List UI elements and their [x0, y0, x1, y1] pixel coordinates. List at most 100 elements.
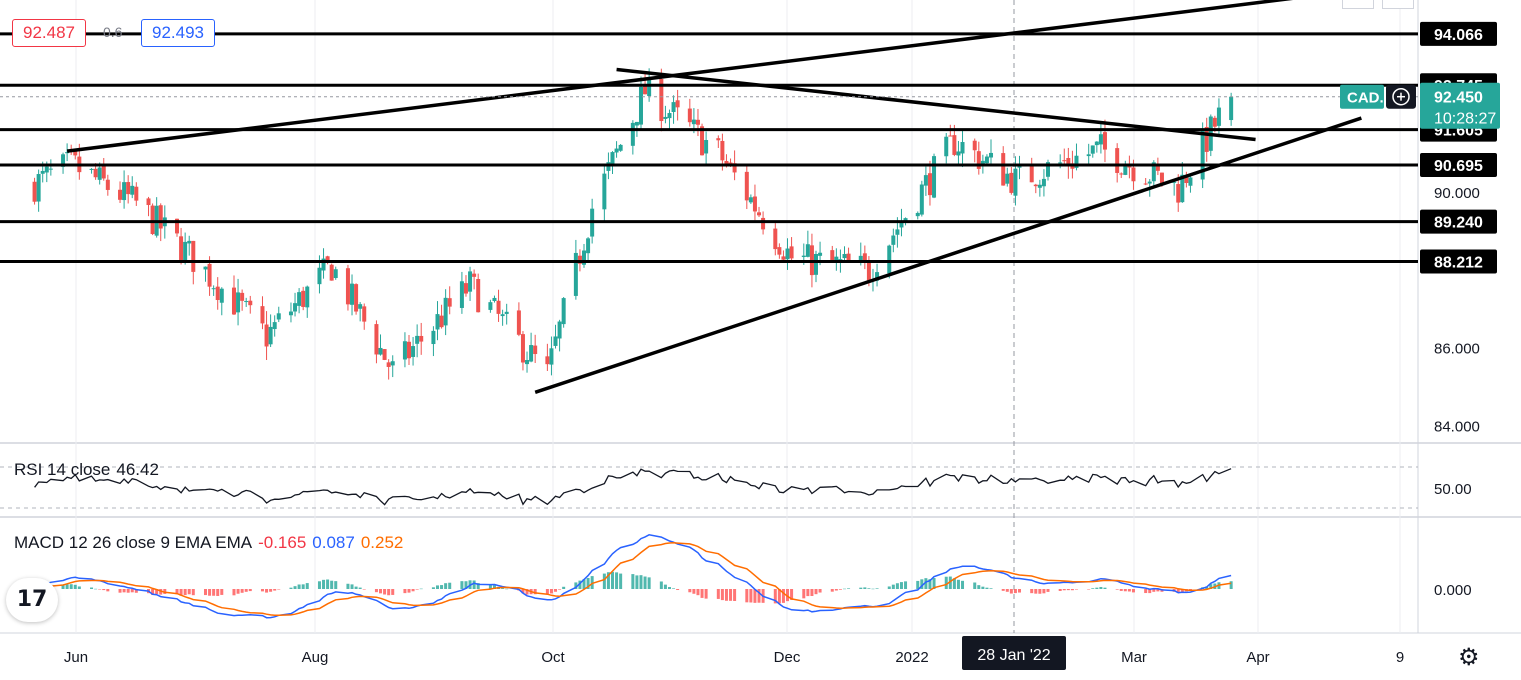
macd-hist-bar: [781, 589, 785, 603]
macd-hist-bar: [867, 588, 871, 589]
macd-hist-bar: [619, 573, 623, 589]
macd-hist-bar: [745, 589, 749, 603]
macd-hist-bar: [729, 589, 733, 601]
candle-body: [1127, 166, 1132, 168]
candle-body: [1066, 158, 1071, 167]
macd-hist-bar: [977, 585, 981, 589]
candle-body: [61, 154, 66, 167]
candle-body: [899, 222, 904, 228]
candle-body: [744, 171, 749, 201]
candle-body: [659, 78, 664, 122]
macd-hist-bar: [574, 582, 578, 589]
macd-hist-bar: [590, 576, 594, 589]
macd-hist-bar: [904, 581, 908, 589]
macd-hist-bar: [505, 588, 509, 590]
candle-body: [785, 248, 790, 260]
candle-body: [618, 144, 623, 151]
candle-body: [533, 345, 538, 355]
candle-body: [1188, 177, 1193, 186]
macd-hist-bar: [981, 586, 985, 589]
macd-hist-bar: [1001, 589, 1005, 591]
candle-body: [838, 259, 843, 261]
candle-body: [105, 179, 110, 190]
macd-hist-bar: [700, 589, 704, 598]
candle-body: [614, 148, 619, 153]
candle-body: [529, 345, 534, 362]
x-tick-label: Jun: [64, 649, 88, 666]
macd-hist-bar: [586, 577, 590, 589]
candle-body: [573, 252, 578, 296]
macd-hist-bar: [899, 582, 903, 589]
macd-hist-bar: [554, 589, 558, 592]
candle-body: [606, 162, 611, 171]
candle-body: [496, 300, 501, 314]
macd-value: -0.165: [258, 533, 307, 552]
candle-body: [630, 122, 635, 146]
macd-hist-bar: [696, 589, 700, 596]
level-label-box: [1420, 152, 1497, 177]
candle-body: [415, 335, 420, 344]
countdown-label: 10:28:27: [1434, 111, 1496, 128]
macd-hist-bar: [786, 589, 790, 602]
macd-hist-bar: [460, 581, 464, 589]
macd-hist-bar: [1009, 589, 1013, 594]
candle-body: [1086, 154, 1091, 157]
candle-body: [1147, 181, 1152, 184]
pane-button-2[interactable]: [1382, 0, 1414, 9]
macd-legend[interactable]: MACD 12 26 close 9 EMA EMA -0.165 0.087 0.2…: [14, 533, 409, 553]
candle-body: [801, 255, 806, 258]
candle-body: [40, 170, 45, 174]
macd-hist-bar: [1013, 589, 1017, 594]
last-price-box: [1420, 82, 1500, 129]
macd-hist-bar: [265, 589, 269, 593]
macd-hist-bar: [1148, 589, 1152, 594]
candle-body: [1115, 148, 1120, 173]
macd-hist-bar: [1115, 589, 1119, 590]
macd-hist-bar: [159, 589, 163, 595]
candle-body: [260, 306, 265, 324]
macd-hist-bar: [387, 589, 391, 596]
bid-price-badge[interactable]: 92.487: [12, 19, 86, 47]
candle-body: [1184, 176, 1189, 184]
candle-body: [48, 168, 53, 170]
candle-body: [463, 283, 468, 294]
macd-hist-bar: [444, 583, 448, 589]
pane-button-1[interactable]: [1342, 0, 1374, 9]
macd-hist-bar: [297, 584, 301, 589]
candle-body: [130, 185, 135, 195]
candle-body: [443, 297, 448, 326]
macd-hist-bar: [659, 581, 663, 589]
ask-price-badge[interactable]: 92.493: [141, 19, 215, 47]
candle-body: [211, 288, 216, 290]
macd-hist-bar: [724, 589, 728, 601]
macd-hist-bar: [1038, 589, 1042, 594]
tradingview-logo-icon[interactable]: 17: [6, 578, 58, 622]
macd-hist-bar: [289, 587, 293, 589]
candle-body: [667, 113, 672, 119]
candle-body: [272, 322, 277, 330]
gear-icon[interactable]: ⚙: [1458, 643, 1480, 671]
candle-body: [1094, 141, 1099, 146]
macd-hist-bar: [1066, 589, 1070, 591]
macd-hist-bar: [1091, 588, 1095, 589]
macd-hist-bar: [1229, 581, 1233, 589]
macd-hist-bar: [77, 586, 81, 589]
candle-body: [297, 292, 302, 306]
macd-hist-bar: [472, 580, 476, 589]
candle-body: [236, 292, 241, 313]
candle-body: [927, 173, 932, 196]
candle-body: [582, 250, 587, 265]
candle-body: [891, 235, 896, 245]
candle-body: [191, 240, 196, 272]
candle-body: [492, 297, 497, 301]
candle-body: [643, 84, 648, 95]
macd-hist-bar: [838, 589, 842, 590]
candle-body: [724, 161, 729, 165]
candle-body: [553, 336, 558, 346]
macd-hist-bar: [1144, 589, 1148, 594]
rsi-legend[interactable]: RSI 14 close 46.42: [14, 460, 165, 480]
candle-body: [805, 244, 810, 257]
candle-body: [520, 334, 525, 363]
candle-body: [525, 360, 530, 365]
